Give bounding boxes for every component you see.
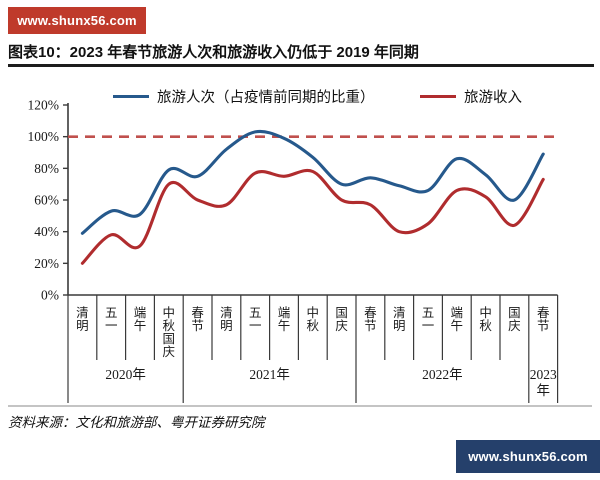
holiday-label: 端午 — [278, 306, 291, 333]
holiday-label: 端午 — [134, 306, 147, 333]
chart-legend: 旅游人次（占疫情前同期的比重） 旅游收入 — [0, 86, 600, 106]
y-tick-label: 60% — [34, 193, 59, 208]
year-label: 2022年 — [422, 367, 463, 382]
holiday-label: 春节 — [537, 306, 550, 333]
holiday-label: 春节 — [364, 306, 377, 333]
tourism-recovery-chart: 0% 20% 40% 60% 80% 100% 120% 清明 五一 端午 中秋国庆 春节 清明 五一 端午… — [0, 70, 600, 415]
axes — [67, 103, 558, 296]
figure-title: 图表10：2023 年春节旅游人次和旅游收入仍低于 2019 年同期 — [8, 44, 419, 61]
y-tick-label: 40% — [34, 224, 59, 239]
legend-item-revenue: 旅游收入 — [420, 86, 522, 107]
holiday-label: 五一 — [105, 306, 118, 333]
source-note: 资料来源：文化和旅游部、粤开证券研究院 — [8, 415, 265, 430]
year-labels: 2020年 2021年 2022年 2023 年 — [105, 367, 557, 398]
revenue-line-swatch — [420, 95, 456, 98]
x-axis-separators — [67, 295, 559, 403]
year-label: 2021年 — [249, 367, 290, 382]
y-tick-label: 120% — [28, 98, 60, 113]
chart-canvas: 0%20%40%60%80%100%120%清明五一端午中秋国庆春节清明五一端午… — [8, 98, 592, 407]
legend-item-trips: 旅游人次（占疫情前同期的比重） — [113, 86, 375, 107]
y-tick-label: 100% — [28, 129, 60, 144]
holiday-label: 国庆 — [335, 306, 348, 333]
holiday-label: 五一 — [249, 306, 262, 333]
trips-series-line — [80, 129, 545, 235]
trips-line-swatch — [113, 95, 149, 98]
holiday-label: 春节 — [191, 306, 204, 333]
watermark-banner-bottom: www.shunx56.com — [456, 440, 600, 473]
holiday-label: 中秋国庆 — [163, 305, 176, 359]
holiday-label: 清明 — [393, 306, 406, 333]
y-tick-label: 20% — [34, 256, 59, 271]
holiday-label: 五一 — [422, 306, 435, 333]
year-label: 2023 年 — [530, 367, 557, 398]
y-tick-label: 80% — [34, 161, 59, 176]
revenue-series-line — [80, 168, 545, 265]
holiday-label: 中秋 — [307, 305, 320, 333]
watermark-banner-top: www.shunx56.com — [8, 7, 146, 34]
y-axis-labels: 0% 20% 40% 60% 80% 100% 120% — [28, 98, 68, 303]
holiday-label: 端午 — [451, 306, 464, 333]
y-tick-label: 0% — [41, 288, 59, 303]
holiday-label: 清明 — [220, 306, 233, 333]
year-label: 2020年 — [105, 367, 146, 382]
legend-label-trips: 旅游人次（占疫情前同期的比重） — [157, 90, 375, 106]
holiday-label: 清明 — [76, 306, 89, 333]
holiday-label: 中秋 — [479, 305, 492, 333]
legend-label-revenue: 旅游收入 — [464, 90, 522, 106]
holiday-label: 国庆 — [508, 306, 521, 333]
title-underline — [8, 64, 594, 67]
